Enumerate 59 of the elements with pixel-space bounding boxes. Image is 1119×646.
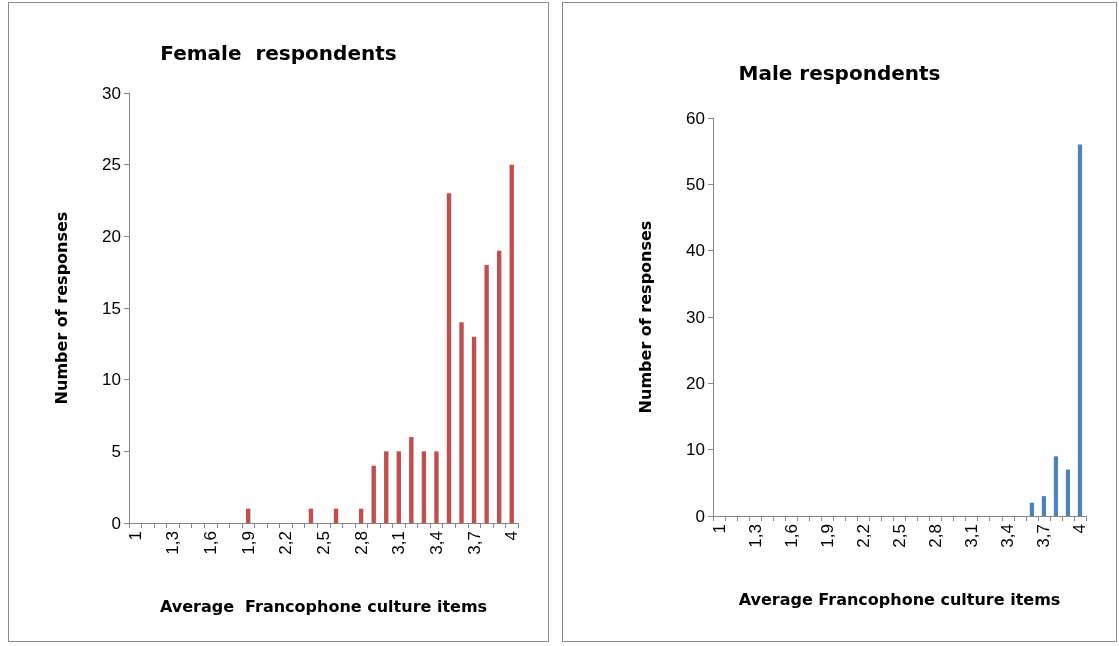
bar [1041, 496, 1046, 516]
y-tick-label: 60 [686, 108, 705, 128]
bar [1053, 456, 1059, 516]
x-tick-label: 1 [125, 531, 145, 541]
bar [396, 451, 401, 523]
x-tick-label: 1,6 [781, 524, 801, 548]
bar [509, 164, 514, 523]
x-tick-label: 4 [502, 531, 522, 541]
x-tick-label: 3,1 [389, 531, 409, 555]
bar [496, 250, 502, 523]
x-tick-label: 1,3 [745, 524, 765, 548]
y-axis-title: Number of responses [635, 220, 655, 414]
x-tick-label: 1,9 [238, 531, 258, 555]
y-tick-label: 0 [111, 513, 121, 533]
x-axis-title: Average Francophone culture items [738, 589, 1061, 609]
x-tick-label: 2,8 [351, 531, 371, 555]
y-tick-label: 5 [111, 441, 121, 461]
bar [384, 451, 389, 523]
bar [409, 437, 414, 523]
chart-title: Female respondents [160, 41, 397, 65]
x-tick-label: 3,4 [426, 531, 446, 555]
y-tick-label: 40 [686, 241, 705, 261]
y-tick-label: 30 [102, 83, 121, 103]
bar [371, 465, 376, 523]
x-tick-label: 2,5 [890, 524, 909, 548]
x-tick-label: 3,4 [998, 524, 1018, 548]
y-tick-label: 0 [695, 506, 705, 526]
x-tick-label: 4 [1070, 524, 1090, 534]
bar [484, 265, 489, 523]
x-tick-label: 1,6 [201, 531, 221, 555]
x-tick-label: 1,3 [163, 531, 183, 555]
y-tick-label: 10 [102, 370, 121, 390]
y-tick-label: 20 [102, 226, 121, 246]
x-tick-label: 1 [709, 524, 729, 534]
y-tick-label: 15 [102, 298, 121, 318]
bar [459, 322, 464, 523]
bar [434, 451, 439, 523]
x-tick-label: 2,2 [853, 524, 873, 548]
x-tick-label: 2,8 [926, 524, 946, 548]
bar [446, 193, 452, 523]
x-axis-title: Average Francophone culture items [159, 596, 488, 616]
chart-title: Male respondents [738, 61, 941, 85]
bar [421, 451, 427, 523]
bar [1029, 502, 1034, 516]
y-tick-label: 30 [686, 307, 705, 327]
y-tick-label: 50 [686, 174, 705, 194]
x-tick-label: 3,7 [1034, 524, 1054, 548]
bar [1077, 144, 1083, 516]
bar [471, 336, 477, 523]
y-tick-label: 20 [686, 373, 705, 393]
bar [1065, 469, 1071, 516]
y-tick-label: 10 [686, 440, 705, 460]
y-axis-title: Number of responses [51, 211, 71, 405]
x-tick-label: 3,1 [962, 524, 982, 548]
x-tick-label: 3,7 [464, 531, 484, 555]
x-tick-label: 2,5 [314, 531, 333, 555]
x-tick-label: 1,9 [817, 524, 837, 548]
y-tick-label: 25 [102, 155, 121, 175]
x-tick-label: 2,2 [276, 531, 296, 555]
